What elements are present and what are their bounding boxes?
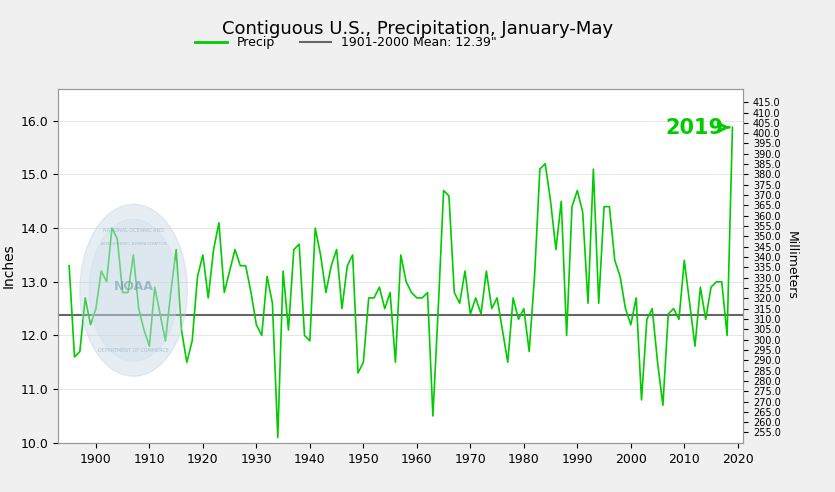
Text: NATIONAL OCEANIC AND: NATIONAL OCEANIC AND xyxy=(103,228,164,233)
Legend: Precip, 1901-2000 Mean: 12.39": Precip, 1901-2000 Mean: 12.39" xyxy=(190,31,502,54)
Circle shape xyxy=(89,219,178,361)
Text: 2019: 2019 xyxy=(665,118,729,138)
Text: ATMOSPHERIC ADMINISTRATION: ATMOSPHERIC ADMINISTRATION xyxy=(101,242,166,246)
Y-axis label: Millimeters: Millimeters xyxy=(784,231,797,300)
Circle shape xyxy=(80,204,187,376)
Text: DEPARTMENT OF COMMERCE: DEPARTMENT OF COMMERCE xyxy=(99,348,169,353)
Text: NOAA: NOAA xyxy=(114,280,154,293)
Text: Contiguous U.S., Precipitation, January-May: Contiguous U.S., Precipitation, January-… xyxy=(222,20,613,38)
Y-axis label: Inches: Inches xyxy=(2,244,15,288)
